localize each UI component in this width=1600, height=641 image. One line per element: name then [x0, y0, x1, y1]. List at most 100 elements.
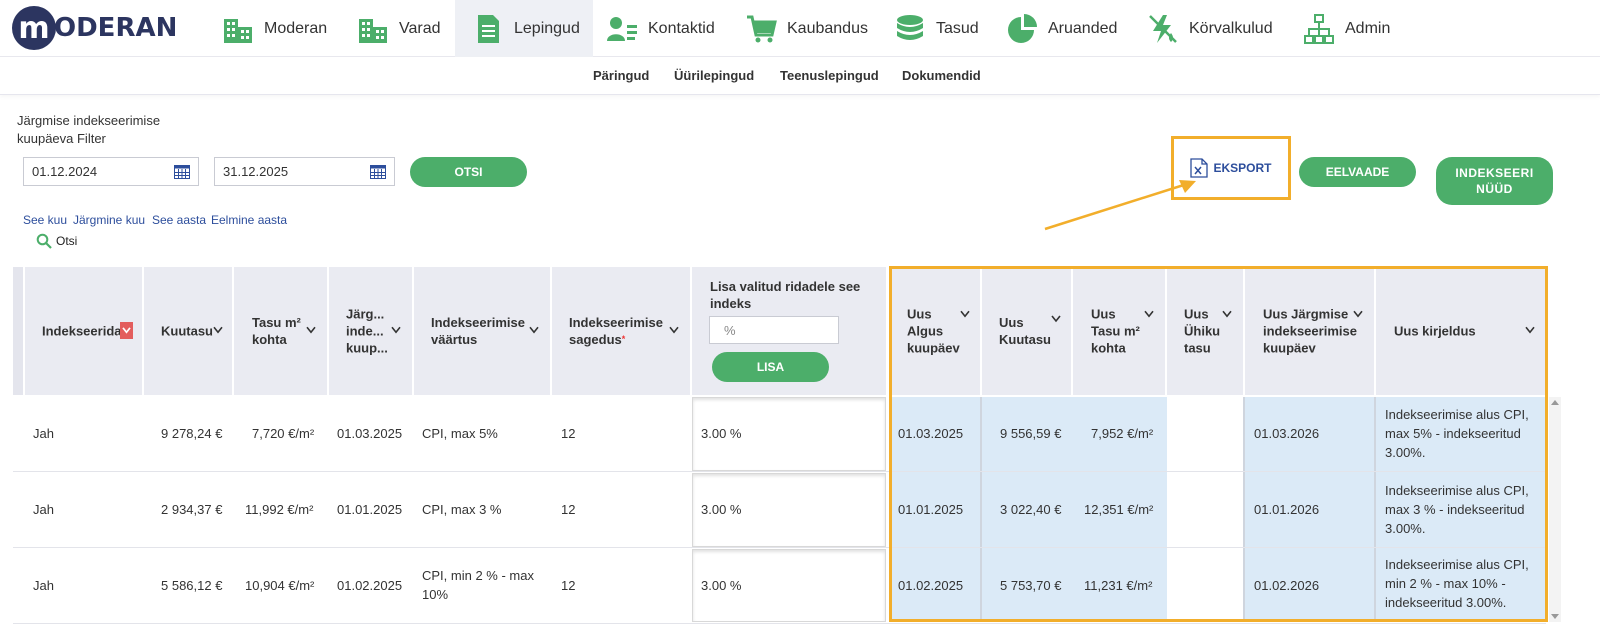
cell-percent[interactable]: 3.00 %	[701, 578, 742, 593]
logo-wordmark: ODERAN	[54, 13, 178, 43]
building-icon	[359, 18, 387, 43]
chevron-down-icon[interactable]	[960, 310, 970, 318]
cell-indexed: Jah	[33, 426, 54, 441]
nav-item-tasud[interactable]: Tasud	[894, 0, 979, 57]
cell-percent[interactable]: 3.00 %	[701, 502, 742, 517]
cell-new-next-date: 01.02.2026	[1254, 578, 1320, 593]
utilities-icon	[1149, 14, 1177, 43]
subnav-item-paringud[interactable]: Päringud	[593, 68, 650, 83]
nav-label: Kontaktid	[648, 19, 715, 37]
column-header-per-m2[interactable]: Tasu m² kohta	[234, 267, 327, 395]
calendar-icon[interactable]	[174, 165, 190, 179]
column-header-indexed[interactable]: Indekseerida	[25, 267, 142, 395]
nav-label: Admin	[1345, 19, 1391, 37]
column-title: Uus Järgmise indekseerimise kuupäev	[1263, 306, 1357, 356]
column-header-new-unit-fee[interactable]: Uus Ühiku tasu	[1167, 267, 1243, 395]
preview-button[interactable]: EELVAADE	[1299, 157, 1416, 187]
cell-new-start: 01.02.2025	[898, 578, 964, 593]
subnav-item-teenuslepingud[interactable]: Teenuslepingud	[780, 68, 879, 83]
contacts-icon	[607, 16, 637, 41]
cell-next-date: 01.02.2025	[337, 578, 403, 593]
scroll-down-arrow[interactable]	[1551, 614, 1559, 619]
quick-link-next-month[interactable]: Järgmine kuu	[73, 213, 146, 227]
index-now-button[interactable]: INDEKSEERI NÜÜD	[1436, 157, 1553, 205]
cell-new-start: 01.03.2025	[898, 426, 964, 441]
row-divider	[13, 471, 1546, 472]
document-icon	[478, 14, 499, 43]
row-select-header	[13, 267, 23, 395]
search-button[interactable]: OTSI	[410, 157, 527, 187]
nav-item-lepingud[interactable]: Lepingud	[455, 0, 593, 57]
excel-file-icon	[1190, 158, 1209, 178]
cell-percent[interactable]: 3.00 %	[701, 426, 742, 441]
column-header-frequency[interactable]: Indekseerimise sagedus*	[552, 267, 690, 395]
chevron-down-icon[interactable]	[1144, 310, 1154, 318]
index-add-label: Lisa valitud ridadele see indeks	[710, 279, 861, 311]
column-title: Uus Ühiku tasu	[1184, 306, 1221, 356]
chevron-down-icon[interactable]	[529, 326, 539, 334]
cell-new-description: Indekseerimise alus CPI, max 3 % - indek…	[1385, 483, 1529, 536]
cell-indexed: Jah	[33, 578, 54, 593]
column-header-new-per-m2[interactable]: Uus Tasu m² kohta	[1073, 267, 1165, 395]
date-to-input[interactable]: 31.12.2025	[214, 157, 395, 186]
search-link[interactable]: Otsi	[36, 233, 77, 249]
quick-link-this-month[interactable]: See kuu	[23, 213, 68, 227]
cell-monthly: 5 586,12 €	[161, 578, 223, 593]
quick-link-this-year[interactable]: See aasta	[152, 213, 207, 227]
date-from-input[interactable]: 01.12.2024	[23, 157, 199, 186]
chevron-down-icon[interactable]	[391, 326, 401, 334]
nav-item-kontaktid[interactable]: Kontaktid	[606, 0, 715, 57]
date-filter-label: Järgmise indekseerimise kuupäeva Filter	[17, 113, 161, 146]
chevron-down-icon[interactable]	[213, 326, 223, 334]
nav-item-kaubandus[interactable]: Kaubandus	[745, 0, 868, 57]
chevron-down-icon[interactable]	[1222, 310, 1232, 318]
index-percent-input[interactable]: %	[709, 316, 839, 344]
add-index-button[interactable]: LISA	[712, 352, 829, 382]
column-header-index-value[interactable]: Indekseerimise väärtus	[414, 267, 550, 395]
cell-new-description: Indekseerimise alus CPI, max 5% - indeks…	[1385, 407, 1529, 460]
chevron-down-icon[interactable]	[1353, 310, 1363, 318]
cell-next-date: 01.03.2025	[337, 426, 403, 441]
chevron-down-icon[interactable]	[1051, 315, 1061, 323]
row-divider	[13, 623, 1546, 624]
row-percent-input[interactable]	[692, 549, 886, 622]
subnav-item-uurilepingud[interactable]: Üürilepingud	[674, 68, 755, 83]
cell-per-m2: 7,720 €/m²	[252, 426, 315, 441]
cell-new-per-m2: 7,952 €/m²	[1091, 426, 1154, 441]
chevron-down-icon[interactable]	[669, 326, 679, 334]
column-header-new-next-date[interactable]: Uus Järgmise indekseerimise kuupäev	[1245, 267, 1374, 395]
cell-new-monthly: 3 022,40 €	[1000, 502, 1062, 517]
cell-new-monthly: 9 556,59 €	[1000, 426, 1062, 441]
column-header-new-monthly[interactable]: Uus Kuutasu	[982, 267, 1071, 395]
column-title: Uus kirjeldus	[1394, 323, 1476, 339]
moderan-logo[interactable]: m ODERAN	[12, 6, 177, 50]
scroll-up-arrow[interactable]	[1551, 400, 1559, 405]
nav-label: Tasud	[936, 19, 979, 37]
column-header-new-description[interactable]: Uus kirjeldus	[1376, 267, 1547, 395]
cell-frequency: 12	[561, 578, 576, 593]
sort-dropdown-icon[interactable]	[120, 322, 133, 339]
nav-item-korvalkulud[interactable]: Körvalkulud	[1147, 0, 1273, 57]
subnav-item-dokumendid[interactable]: Dokumendid	[902, 68, 981, 83]
export-button[interactable]: EKSPORT	[1171, 136, 1291, 200]
column-header-new-start[interactable]: Uus Algus kuupäev	[889, 267, 980, 395]
calendar-icon[interactable]	[370, 165, 386, 179]
nav-item-aruanded[interactable]: Aruanded	[1006, 0, 1117, 57]
row-percent-input[interactable]	[692, 397, 886, 471]
export-label: EKSPORT	[1213, 161, 1272, 175]
date-from-value: 01.12.2024	[32, 164, 98, 179]
column-title: Uus Algus kuupäev	[907, 306, 960, 356]
column-title: Tasu m² kohta	[252, 315, 301, 347]
column-divider	[1374, 397, 1376, 622]
cell-index-value: CPI, min 2 % - max 10%	[422, 568, 534, 602]
table-scrollbar[interactable]	[1549, 397, 1561, 622]
nav-item-varad[interactable]: Varad	[357, 0, 441, 57]
column-header-next-date[interactable]: Järg... inde... kuup...	[329, 267, 412, 395]
column-header-monthly[interactable]: Kuutasu	[144, 267, 232, 395]
chevron-down-icon[interactable]	[306, 326, 316, 334]
quick-link-last-year[interactable]: Eelmine aasta	[211, 213, 288, 227]
row-percent-input[interactable]	[692, 473, 886, 547]
nav-item-moderan[interactable]: Moderan	[222, 0, 327, 57]
nav-item-admin[interactable]: Admin	[1303, 0, 1390, 57]
chevron-down-icon[interactable]	[1525, 326, 1535, 334]
